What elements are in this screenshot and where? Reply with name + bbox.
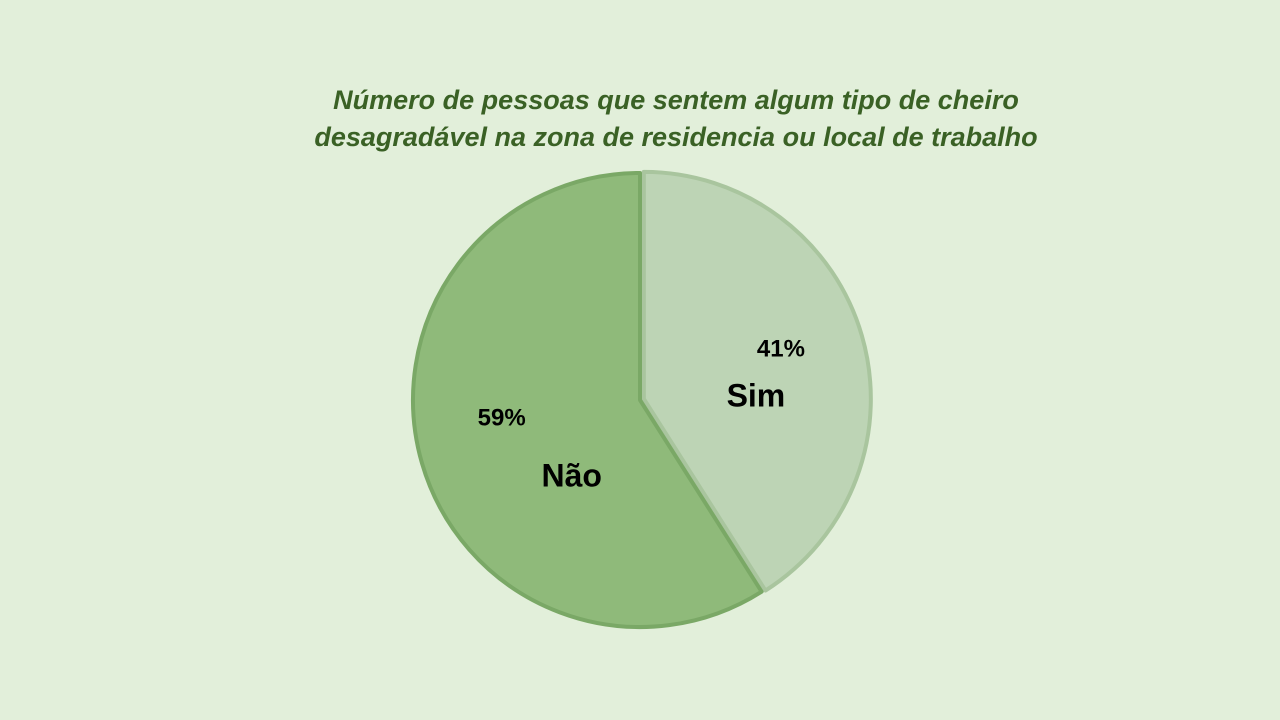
category-label: Não <box>541 457 601 493</box>
pie-slice <box>411 171 764 629</box>
data-label: 59% <box>478 404 526 431</box>
category-label: Sim <box>727 378 786 414</box>
chart-title: Número de pessoas que sentem algum tipo … <box>314 85 1038 152</box>
pie-slice <box>641 169 873 593</box>
data-label: 41% <box>757 336 805 363</box>
